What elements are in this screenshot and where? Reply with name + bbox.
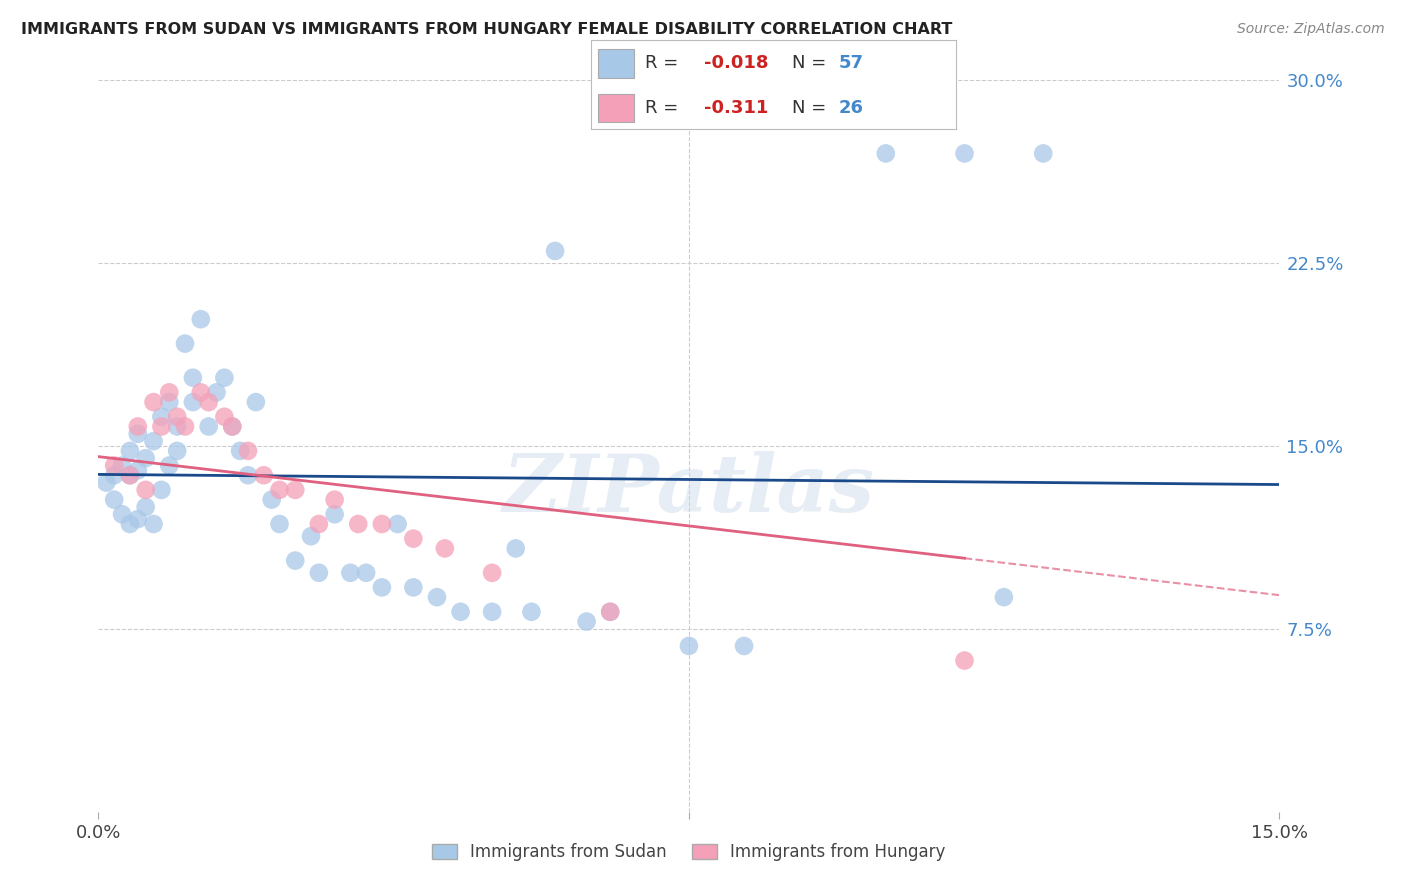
Point: [135, 451, 157, 466]
Point: [190, 312, 212, 326]
Point: [166, 419, 188, 434]
Text: N =: N =: [792, 99, 831, 117]
Point: [205, 385, 228, 400]
Point: [118, 516, 141, 531]
Point: [157, 385, 180, 400]
Point: [323, 492, 346, 507]
Point: [157, 458, 180, 473]
Point: [599, 605, 621, 619]
Text: 26: 26: [839, 99, 865, 117]
Text: -0.311: -0.311: [704, 99, 768, 117]
Point: [260, 492, 283, 507]
Text: IMMIGRANTS FROM SUDAN VS IMMIGRANTS FROM HUNGARY FEMALE DISABILITY CORRELATION C: IMMIGRANTS FROM SUDAN VS IMMIGRANTS FROM…: [21, 22, 952, 37]
Point: [111, 458, 134, 473]
Point: [166, 443, 188, 458]
Point: [197, 395, 219, 409]
Point: [142, 395, 165, 409]
Point: [103, 468, 125, 483]
Point: [678, 639, 700, 653]
Point: [214, 370, 236, 384]
Point: [387, 516, 409, 531]
Point: [426, 590, 449, 604]
Point: [599, 605, 621, 619]
Point: [520, 605, 543, 619]
Text: R =: R =: [645, 99, 685, 117]
Text: 57: 57: [839, 54, 865, 72]
Point: [505, 541, 527, 556]
Point: [111, 508, 134, 522]
Point: [733, 639, 755, 653]
Point: [339, 566, 361, 580]
Point: [181, 395, 204, 409]
Point: [402, 532, 425, 546]
Point: [174, 419, 197, 434]
Point: [150, 419, 173, 434]
Point: [103, 458, 125, 473]
Point: [236, 443, 259, 458]
Point: [402, 581, 425, 595]
Point: [214, 409, 236, 424]
Point: [323, 508, 346, 522]
Point: [166, 409, 188, 424]
Point: [221, 419, 243, 434]
Point: [875, 146, 897, 161]
Point: [481, 605, 503, 619]
Point: [371, 516, 394, 531]
Point: [157, 395, 180, 409]
Point: [229, 443, 252, 458]
Point: [347, 516, 370, 531]
Point: [236, 468, 259, 483]
Text: R =: R =: [645, 54, 685, 72]
Point: [142, 434, 165, 449]
Point: [269, 483, 291, 497]
Legend: Immigrants from Sudan, Immigrants from Hungary: Immigrants from Sudan, Immigrants from H…: [423, 835, 955, 869]
Point: [150, 409, 173, 424]
Point: [127, 419, 149, 434]
Point: [354, 566, 377, 580]
Point: [221, 419, 243, 434]
Point: [575, 615, 598, 629]
Point: [197, 419, 219, 434]
Point: [127, 426, 149, 441]
Point: [96, 475, 118, 490]
Point: [371, 581, 394, 595]
Point: [481, 566, 503, 580]
Point: [433, 541, 456, 556]
Point: [118, 468, 141, 483]
Point: [118, 443, 141, 458]
Point: [953, 146, 976, 161]
Point: [127, 512, 149, 526]
Point: [253, 468, 276, 483]
Point: [269, 516, 291, 531]
Point: [544, 244, 567, 258]
Point: [299, 529, 322, 543]
FancyBboxPatch shape: [598, 94, 634, 122]
Point: [103, 492, 125, 507]
Text: Source: ZipAtlas.com: Source: ZipAtlas.com: [1237, 22, 1385, 37]
Point: [308, 516, 330, 531]
Point: [181, 370, 204, 384]
Point: [135, 500, 157, 514]
Text: -0.018: -0.018: [704, 54, 768, 72]
Point: [284, 483, 307, 497]
Point: [308, 566, 330, 580]
Text: N =: N =: [792, 54, 831, 72]
Point: [127, 463, 149, 477]
Point: [450, 605, 472, 619]
Point: [142, 516, 165, 531]
Point: [284, 553, 307, 567]
Point: [993, 590, 1015, 604]
Point: [150, 483, 173, 497]
Point: [135, 483, 157, 497]
Point: [118, 468, 141, 483]
Point: [1032, 146, 1054, 161]
Point: [245, 395, 267, 409]
Text: ZIPatlas: ZIPatlas: [503, 451, 875, 529]
FancyBboxPatch shape: [598, 49, 634, 78]
Point: [953, 654, 976, 668]
Point: [174, 336, 197, 351]
Point: [190, 385, 212, 400]
